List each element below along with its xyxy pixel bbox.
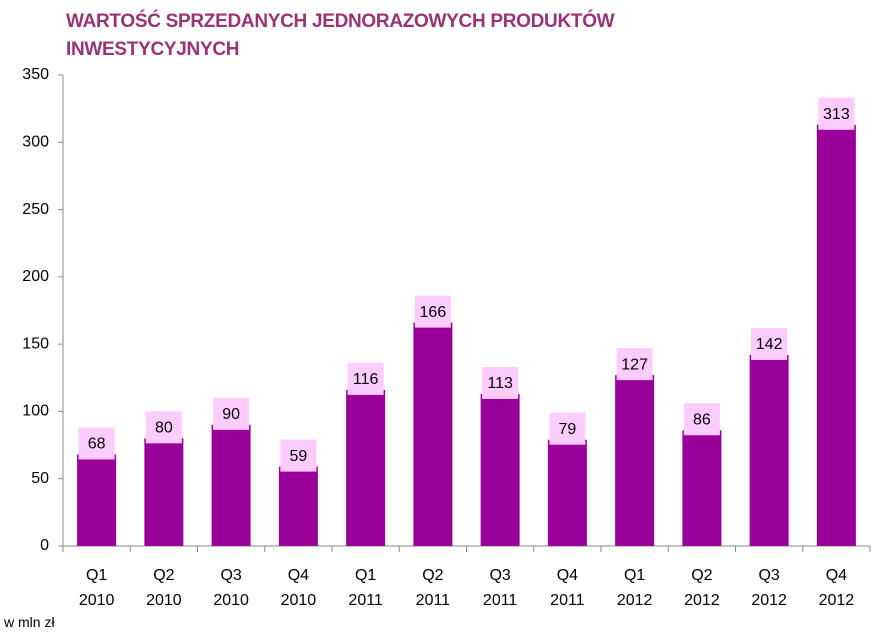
bar bbox=[77, 454, 117, 546]
bar bbox=[278, 466, 318, 546]
value-label-bg bbox=[213, 397, 250, 430]
value-label: 79 bbox=[558, 421, 576, 438]
x-tick-label: Q4 bbox=[288, 567, 309, 584]
x-tick-label: 2011 bbox=[550, 592, 585, 609]
x-tick-label: Q2 bbox=[153, 567, 174, 584]
y-tick-label: 100 bbox=[22, 403, 49, 420]
value-label: 68 bbox=[88, 436, 106, 453]
y-tick-label: 300 bbox=[22, 134, 49, 151]
bar bbox=[749, 354, 789, 546]
value-label: 86 bbox=[693, 411, 711, 428]
y-tick-label: 150 bbox=[22, 335, 49, 352]
bar bbox=[480, 393, 520, 546]
x-tick-label: Q3 bbox=[220, 567, 241, 584]
value-label-bg bbox=[347, 362, 384, 395]
x-tick-label: Q1 bbox=[86, 567, 107, 584]
x-tick-label: 2012 bbox=[617, 592, 653, 609]
x-tick-label: Q1 bbox=[355, 567, 376, 584]
bar bbox=[144, 438, 184, 546]
y-tick-label: 350 bbox=[22, 66, 49, 83]
y-tick-label: 200 bbox=[22, 268, 49, 285]
y-tick-label: 0 bbox=[40, 537, 49, 554]
unit-note: w mln zł bbox=[4, 614, 55, 630]
x-tick-label: 2011 bbox=[416, 592, 451, 609]
value-label-bg bbox=[414, 295, 451, 328]
value-label: 113 bbox=[487, 375, 513, 392]
bar bbox=[816, 124, 856, 546]
bar bbox=[211, 424, 251, 546]
y-tick-label: 250 bbox=[22, 201, 49, 218]
value-label-bg bbox=[482, 366, 519, 399]
value-label: 59 bbox=[289, 448, 307, 465]
x-tick-label: Q1 bbox=[624, 567, 645, 584]
value-label-bg bbox=[683, 403, 720, 436]
value-label-bg bbox=[78, 427, 115, 460]
bar bbox=[413, 322, 453, 546]
value-label-bg bbox=[549, 412, 586, 445]
x-tick-label: 2010 bbox=[79, 592, 115, 609]
value-label: 90 bbox=[222, 406, 240, 423]
x-tick-label: 2012 bbox=[751, 592, 787, 609]
x-tick-label: Q4 bbox=[557, 567, 578, 584]
x-tick-label: Q4 bbox=[826, 567, 847, 584]
x-tick-label: 2010 bbox=[281, 592, 317, 609]
value-label-bg bbox=[616, 348, 653, 381]
x-tick-label: Q3 bbox=[758, 567, 779, 584]
value-label-bg bbox=[280, 439, 317, 472]
x-tick-label: 2012 bbox=[684, 592, 720, 609]
x-tick-label: 2012 bbox=[819, 592, 855, 609]
value-label-bg bbox=[751, 327, 788, 360]
x-tick-label: Q3 bbox=[489, 567, 510, 584]
value-label: 127 bbox=[621, 356, 648, 373]
x-tick-label: 2010 bbox=[213, 592, 249, 609]
value-label: 80 bbox=[155, 420, 173, 437]
value-label: 313 bbox=[823, 106, 850, 123]
value-label-bg bbox=[145, 411, 182, 444]
x-tick-label: 2010 bbox=[146, 592, 182, 609]
x-tick-label: 2011 bbox=[483, 592, 518, 609]
x-tick-label: 2011 bbox=[348, 592, 383, 609]
value-label: 142 bbox=[756, 336, 783, 353]
value-label: 116 bbox=[353, 371, 379, 388]
bar bbox=[547, 439, 587, 546]
value-label-bg bbox=[818, 97, 855, 130]
bar bbox=[346, 389, 386, 546]
chart-title: WARTOŚĆ SPRZEDANYCH JEDNORAZOWYCH PRODUK… bbox=[66, 11, 615, 60]
x-tick-label: Q2 bbox=[422, 567, 443, 584]
bar bbox=[615, 375, 655, 546]
value-label: 166 bbox=[420, 304, 447, 321]
bar bbox=[682, 430, 722, 546]
x-tick-label: Q2 bbox=[691, 567, 712, 584]
y-tick-label: 50 bbox=[31, 470, 49, 487]
